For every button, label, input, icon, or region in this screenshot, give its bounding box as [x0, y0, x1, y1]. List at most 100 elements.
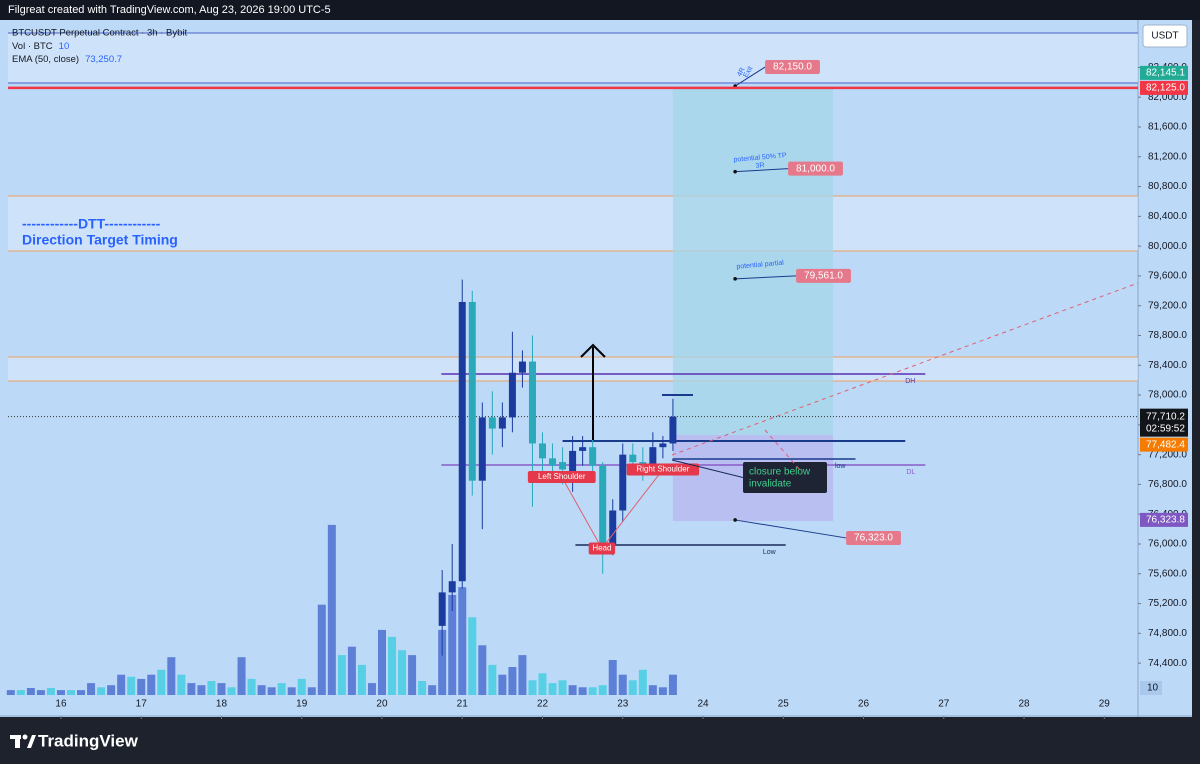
annotation-text: potential 50% TP	[733, 152, 787, 164]
annotation-price: 82,150.0	[773, 62, 812, 73]
banner: Direction Target Timing	[22, 232, 178, 248]
volume-bar	[658, 687, 667, 695]
volume-bar	[127, 676, 136, 695]
volume-bar	[668, 674, 677, 695]
y-tick-label: 80,000.0	[1148, 241, 1187, 252]
header-bar	[0, 0, 1200, 20]
level-label: DH	[905, 378, 915, 385]
annotation-connector	[735, 168, 789, 173]
x-tick-label: 23	[617, 699, 629, 710]
volume-tick-box	[1140, 681, 1162, 695]
price-tag	[1140, 437, 1188, 452]
candle-body	[438, 592, 446, 626]
volume-bar	[26, 688, 35, 695]
indicator-name: EMA (50, close)	[12, 54, 79, 65]
volume-bar	[418, 681, 427, 695]
volume-bar	[217, 683, 226, 695]
volume-bar	[56, 690, 65, 695]
volume-bar	[377, 629, 386, 695]
volume-bar	[157, 669, 166, 695]
annotation-text: 4R	[736, 67, 747, 78]
annotation-tag	[846, 530, 901, 545]
x-tick-label: 29	[1099, 699, 1111, 710]
y-tick-label: 78,800.0	[1148, 330, 1187, 341]
y-tick-label: 76,000.0	[1148, 539, 1187, 550]
annotation-tag	[788, 161, 843, 176]
indicator-legend: Vol · BTC 10	[12, 41, 69, 52]
volume-bar	[458, 587, 467, 695]
volume-bar	[167, 657, 176, 695]
candle-body	[448, 581, 456, 593]
price-tag	[1140, 512, 1188, 527]
volume-bar	[648, 685, 657, 695]
pattern-label-box	[527, 470, 596, 483]
annotation-point	[733, 277, 737, 281]
y-tick-label: 74,800.0	[1148, 628, 1187, 639]
volume-bar	[307, 687, 316, 695]
y-tick-label: 75,200.0	[1148, 598, 1187, 609]
countdown: 02:59:52	[1146, 423, 1185, 434]
logo-part	[22, 734, 28, 740]
logo-part	[15, 735, 20, 748]
volume-bar	[117, 674, 126, 695]
y-tick-label: 76,800.0	[1148, 479, 1187, 490]
volume-bar	[347, 646, 356, 695]
candle-body	[559, 462, 567, 470]
volume-bar	[608, 660, 617, 695]
annotation-point	[733, 169, 737, 174]
y-tick-label: 78,400.0	[1148, 360, 1187, 371]
volume-bar	[628, 680, 637, 695]
volume-bar	[638, 669, 647, 695]
annotation-text: Exit	[742, 65, 754, 79]
y-tick-label: 77,200.0	[1148, 449, 1187, 460]
logo-part	[27, 735, 36, 748]
volume-bar	[398, 650, 407, 695]
volume-bar	[46, 688, 55, 695]
indicator-legend: EMA (50, close) 73,250.7	[12, 54, 122, 65]
currency-button[interactable]	[1142, 24, 1188, 48]
volume-bar	[317, 604, 326, 695]
price-tag	[1140, 65, 1188, 80]
annotation-connector	[735, 275, 797, 280]
candle-body	[488, 417, 496, 429]
zone	[8, 196, 1138, 251]
volume-bar	[297, 678, 306, 695]
volume-bar	[498, 674, 507, 695]
volume-bar	[388, 636, 397, 695]
volume-bar	[518, 655, 527, 695]
currency: USDT	[1151, 31, 1178, 42]
y-tick-label: 80,800.0	[1148, 181, 1187, 192]
volume-bar	[438, 629, 447, 695]
volume-bar	[197, 685, 206, 695]
volume-bar	[488, 664, 497, 695]
candle-body	[468, 301, 476, 481]
volume-bar	[36, 690, 45, 695]
volume-bar	[408, 655, 417, 695]
candle-body	[649, 447, 657, 466]
volume-bar	[588, 687, 597, 695]
x-tick-label: 22	[537, 699, 549, 710]
volume-tick-label: 10	[1147, 683, 1159, 694]
annotation-point	[733, 518, 737, 522]
pattern-label: Right Shoulder	[636, 465, 689, 474]
volume-bar	[558, 680, 567, 695]
candle-body	[609, 510, 617, 544]
y-tick-label: 74,400.0	[1148, 658, 1187, 669]
plot: DH DL low Low Left Shoulder Head Right Shoulde…	[6, 32, 1138, 719]
annotation-tag	[796, 268, 851, 283]
y-tick-label: 78,000.0	[1148, 390, 1187, 401]
x-tick-label: 16	[55, 699, 67, 710]
volume-bar	[538, 673, 547, 695]
pattern-label-box	[626, 463, 700, 476]
volume-bar	[327, 524, 336, 695]
annotation-tag	[765, 60, 820, 75]
candle-body	[549, 458, 557, 466]
volume-bar	[67, 690, 76, 695]
price-tag-label: 82,125.0	[1146, 83, 1185, 94]
volume-bar	[367, 683, 376, 695]
candle-body	[508, 372, 516, 418]
indicator-value: 73,250.7	[85, 54, 122, 65]
symbol-title: BTCUSDT Perpetual Contract · 3h · Bybit	[12, 28, 187, 39]
pattern-label-box	[588, 542, 616, 555]
